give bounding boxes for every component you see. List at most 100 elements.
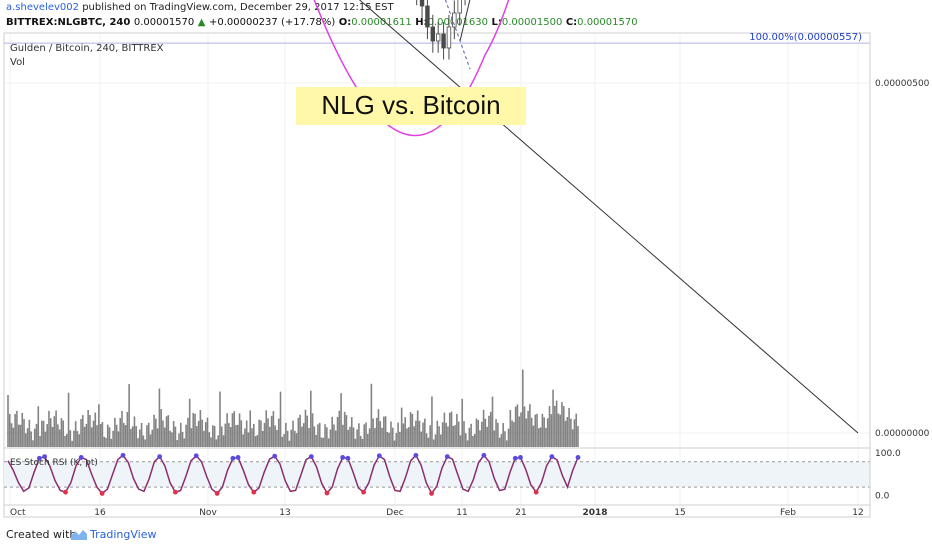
rsi-extreme-dot	[36, 455, 42, 461]
volume-bar	[336, 416, 339, 447]
volume-bar	[388, 432, 390, 447]
volume-bar	[466, 440, 469, 447]
time-tick-label: 13	[279, 508, 290, 518]
volume-bar	[454, 425, 456, 447]
volume-bar	[411, 413, 414, 447]
volume-bar	[267, 418, 269, 447]
volume-bar	[573, 419, 576, 447]
volume-bar	[153, 414, 155, 447]
volume-bar	[381, 427, 383, 447]
volume-bar	[432, 439, 435, 447]
volume-bar	[76, 431, 79, 447]
created-with-text: Created with	[6, 528, 77, 541]
volume-bar	[350, 417, 353, 447]
volume-bar	[308, 427, 310, 447]
last-price: 0.00001570	[133, 17, 195, 28]
tradingview-link[interactable]: TradingView	[90, 528, 157, 541]
volume-bar	[473, 433, 476, 447]
symbol-name[interactable]: BITTREX:NLGBTC, 240	[6, 17, 131, 28]
volume-bar	[413, 426, 415, 447]
rsi-extreme-dot	[157, 454, 163, 460]
annotation-box[interactable]	[296, 87, 526, 125]
volume-bar	[281, 436, 284, 447]
volume-bar	[16, 410, 18, 447]
volume-bar	[19, 424, 22, 447]
volume-bar	[498, 437, 501, 447]
volume-bar	[212, 425, 214, 447]
volume-bar	[23, 419, 25, 447]
rsi-extreme-dot	[549, 454, 555, 460]
volume-bar	[313, 426, 316, 447]
price-tick-label: 0.00000500	[875, 79, 930, 89]
volume-bar	[39, 436, 41, 447]
volume-bar	[356, 429, 358, 447]
volume-bar	[149, 434, 152, 447]
volume-bar	[249, 410, 252, 447]
volume-bar	[365, 422, 367, 447]
volume-bar	[511, 420, 513, 447]
price-axis[interactable]: 0.000055000.000050000.000045000.00004000…	[869, 0, 930, 517]
volume-bar	[128, 384, 130, 447]
volume-bar	[178, 433, 180, 447]
volume-bar	[527, 410, 529, 447]
volume-bar	[53, 416, 56, 447]
chart-title: Gulden / Bitcoin, 240, BITTREX	[10, 43, 164, 54]
volume-bar	[317, 424, 319, 447]
volume-bar	[181, 431, 184, 447]
author-link[interactable]: a.shevelev002	[6, 2, 80, 13]
volume-bar	[566, 417, 569, 447]
volume-bar	[320, 437, 323, 447]
volume-bar	[393, 440, 396, 447]
volume-bar	[158, 388, 161, 447]
volume-bar	[94, 412, 97, 447]
volume-bar	[543, 417, 545, 447]
volume-bar	[570, 418, 572, 447]
volume-bar	[311, 413, 314, 447]
volume-bar	[331, 416, 333, 447]
volume-bar	[171, 432, 173, 447]
time-axis[interactable]: Oct 16 Nov 13 Dec 11 21 2018 15 Feb 12	[4, 504, 870, 518]
volume-bar	[285, 422, 287, 447]
high-label: H:	[415, 17, 428, 28]
volume-bar	[85, 423, 88, 447]
volume-bar	[261, 430, 264, 447]
volume-bar	[447, 426, 449, 447]
volume-bar	[124, 425, 127, 447]
fib-retracement[interactable]: 0.00%(0.00005283)23.60%(0.00004167)38.20…	[4, 0, 870, 44]
rsi-extreme-dot	[99, 491, 105, 496]
volume-bar	[436, 420, 439, 447]
volume-bar	[17, 424, 20, 447]
volume-bar	[372, 418, 374, 447]
volume-bar	[73, 430, 75, 447]
volume-bar	[64, 435, 66, 447]
volume-bar	[139, 429, 141, 447]
publish-text: published on TradingView.com, December 2…	[79, 2, 394, 13]
volume-bar	[57, 424, 59, 447]
volume-bar	[464, 433, 467, 447]
volume-bar	[242, 434, 244, 447]
annotation-text[interactable]: NLG vs. Bitcoin	[321, 90, 500, 120]
volume-bar	[272, 411, 275, 447]
volume-bar	[179, 422, 182, 447]
time-tick-label: 11	[456, 508, 467, 518]
volume-bar	[251, 428, 253, 447]
volume-bar	[283, 434, 285, 447]
volume-bar	[224, 423, 227, 447]
rsi-extreme-dot	[42, 454, 48, 460]
volume-bar	[361, 438, 364, 447]
tradingview-logo-icon	[71, 530, 87, 540]
volume-bar	[204, 422, 207, 447]
candle-body	[435, 33, 441, 42]
up-arrow-icon: ▲	[197, 17, 206, 28]
volume-bar	[279, 391, 282, 447]
volume-bar	[538, 428, 540, 447]
volume-bar	[521, 369, 524, 447]
volume-bar	[238, 413, 241, 447]
volume-bar	[105, 437, 107, 447]
volume-bar	[163, 427, 166, 447]
price-chart[interactable]: 0.00%(0.00005283)23.60%(0.00004167)38.20…	[0, 0, 932, 519]
volume-bar	[197, 420, 200, 447]
rsi-extreme-dot	[340, 455, 346, 460]
descending-support-line[interactable]	[4, 0, 859, 434]
volume-bar	[507, 428, 510, 447]
